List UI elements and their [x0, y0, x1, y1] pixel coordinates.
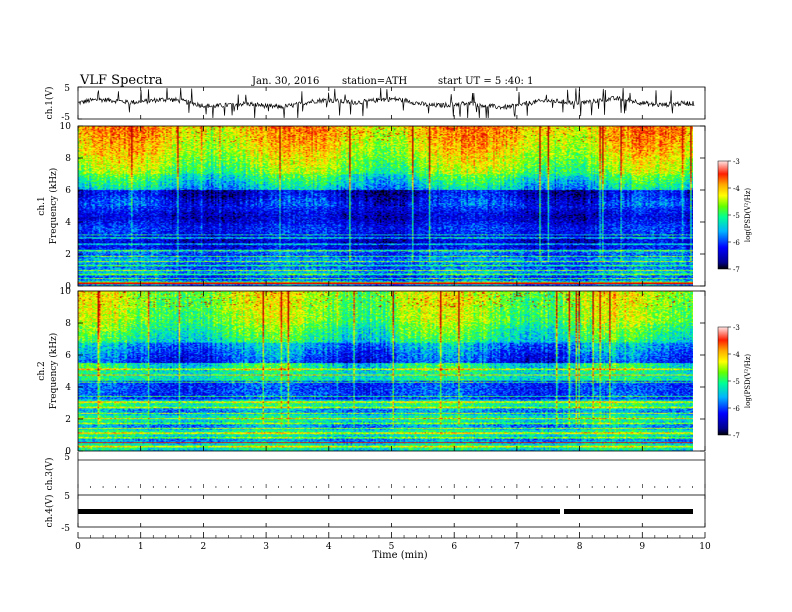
ch4-voltage-ylabel: ch.4(V) — [44, 495, 55, 528]
time-axis-tick-label: 5 — [389, 542, 395, 552]
ch3-ytick-top: 5 — [64, 453, 70, 463]
ch1-ytick-top: 5 — [64, 84, 70, 94]
ch2-spectrogram-ytick-label: 4 — [65, 383, 71, 393]
ch2-colorbar-tick-label: -4 — [733, 351, 740, 359]
time-axis-tick-label: 0 — [75, 542, 81, 552]
ch1-spectrogram-ytick-label: 10 — [60, 122, 72, 132]
time-axis-tick-label: 10 — [699, 542, 711, 552]
panel-ch4-voltage: 5 -5 ch.4(V) — [44, 492, 706, 534]
ch4-ytick-bottom: -5 — [61, 524, 70, 534]
date-label: Jan. 30, 2016 — [251, 76, 319, 87]
start-time-label: start UT = 5 :40: 1 — [438, 76, 533, 87]
ch1-colorbar-label: log(PSD(V²/Hz) — [744, 188, 752, 243]
ch1-colorbar-tick-label: -6 — [733, 239, 740, 247]
ch2-spectrogram-ylabel: Frequency (kHz) — [48, 333, 59, 410]
ch2-spectrogram-image — [78, 291, 693, 451]
time-axis-tick-label: 8 — [577, 542, 583, 552]
ch2-colorbar-tick-label: -7 — [733, 432, 740, 440]
ch2-spectrogram-ytick-label: 6 — [65, 351, 71, 361]
ch2-spectrogram-ytick-label: 0 — [65, 447, 71, 457]
ch1-spectrogram-ytick-label: 0 — [65, 282, 71, 292]
ch2-spectrogram-ytick-label: 2 — [65, 415, 71, 425]
panel-ch1-voltage: 5 -5 ch.1(V) — [44, 84, 706, 123]
ch1-voltage-frame — [77, 86, 706, 120]
ch3-voltage-ylabel: ch.3(V) — [44, 458, 55, 491]
ch1-colorbar-tick-label: -7 — [733, 266, 740, 274]
figure-title: VLF Spectra — [79, 73, 163, 88]
ch1-colorbar-tick-label: -4 — [733, 185, 740, 193]
time-axis-tick-label: 6 — [451, 542, 457, 552]
ch1-spectrogram-image — [78, 126, 693, 286]
time-axis: 0 1 2 3 4 5 6 7 8 9 10 — [75, 87, 711, 552]
time-axis-tick-label: 7 — [514, 542, 520, 552]
ch2-colorbar-label: log(PSD(V²/Hz) — [744, 354, 752, 409]
time-axis-label: Time (min) — [372, 550, 427, 561]
ch1-spectrogram-ylabel: Frequency (kHz) — [48, 168, 59, 245]
station-label: station=ATH — [342, 76, 408, 87]
ch4-data-gap — [560, 509, 564, 514]
time-axis-tick-label: 3 — [263, 542, 269, 552]
ch2-colorbar-tick-label: -5 — [733, 378, 740, 386]
ch2-spectrogram-ytick-label: 10 — [60, 287, 72, 297]
ch2-spectrogram-channel-label: ch.2 — [37, 361, 47, 380]
ch1-spectrogram-ytick-label: 4 — [65, 218, 71, 228]
ch1-colorbar — [717, 160, 729, 270]
ch2-colorbar-tick-label: -3 — [733, 324, 740, 332]
ch1-spectrogram-ytick-label: 6 — [65, 186, 71, 196]
panel-ch3-voltage: 5 ch.3(V) — [44, 452, 706, 495]
ch1-spectrogram-channel-label: ch.1 — [37, 196, 47, 215]
ch1-voltage-ylabel: ch.1(V) — [44, 87, 55, 120]
ch2-colorbar-tick-label: -6 — [733, 405, 740, 413]
ch2-colorbar — [717, 326, 729, 436]
time-axis-tick-label: 4 — [326, 542, 332, 552]
time-axis-tick-label: 9 — [639, 542, 645, 552]
ch4-voltage-trace — [78, 509, 693, 514]
ch1-colorbar-tick-label: -3 — [733, 158, 740, 166]
time-axis-tick-label: 2 — [201, 542, 207, 552]
ch4-ytick-top: 5 — [64, 492, 70, 502]
ch1-ytick-bottom: -5 — [61, 113, 70, 123]
time-axis-tick-label: 1 — [138, 542, 144, 552]
ch2-spectrogram-ytick-label: 8 — [65, 319, 71, 329]
ch1-colorbar-tick-label: -5 — [733, 212, 740, 220]
ch1-spectrogram-ytick-label: 2 — [65, 250, 71, 260]
ch1-voltage-trace — [77, 87, 695, 119]
ch1-spectrogram-ytick-label: 8 — [65, 154, 71, 164]
